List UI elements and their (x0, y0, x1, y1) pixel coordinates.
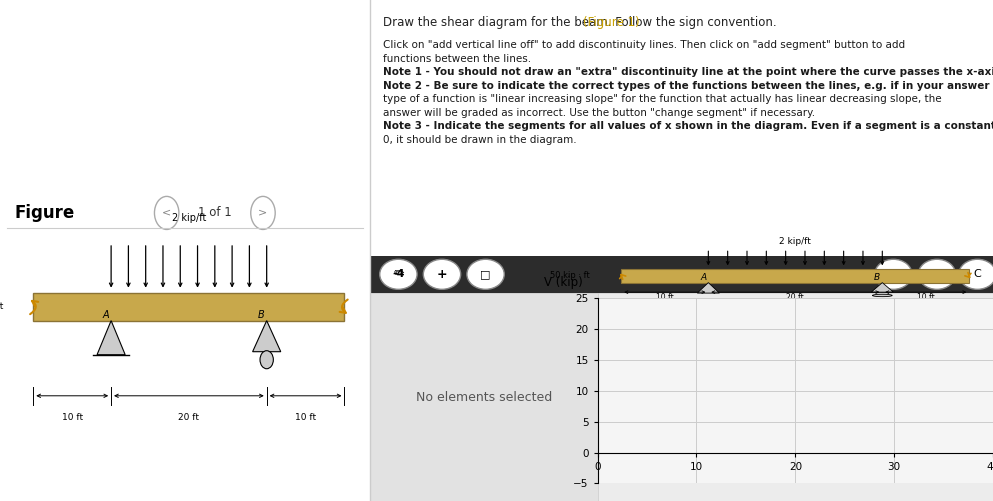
Circle shape (467, 260, 504, 290)
Circle shape (875, 260, 912, 290)
Circle shape (959, 260, 993, 290)
Text: ✏: ✏ (393, 268, 404, 281)
Text: No elements selected: No elements selected (416, 391, 552, 403)
Circle shape (423, 260, 461, 290)
Text: C: C (973, 270, 981, 279)
Text: 50 kip · ft: 50 kip · ft (550, 272, 590, 281)
Text: Click on "add vertical line off" to add discontinuity lines. Then click on "add : Click on "add vertical line off" to add … (383, 40, 905, 50)
FancyBboxPatch shape (622, 270, 969, 283)
Text: -4: -4 (392, 270, 405, 279)
Text: A: A (700, 273, 706, 282)
Text: 0, it should be drawn in the diagram.: 0, it should be drawn in the diagram. (383, 135, 577, 145)
Circle shape (379, 260, 417, 290)
Text: A: A (102, 310, 109, 320)
Polygon shape (97, 321, 125, 355)
Text: □: □ (481, 270, 491, 279)
Text: <: < (162, 208, 172, 218)
Text: 2 kip/ft: 2 kip/ft (780, 237, 811, 246)
Text: 2 kip/ft: 2 kip/ft (172, 213, 207, 223)
Text: 10 ft: 10 ft (295, 413, 316, 422)
Polygon shape (252, 321, 281, 352)
Text: Note 2 - Be sure to indicate the correct types of the functions between the line: Note 2 - Be sure to indicate the correct… (383, 81, 993, 91)
Text: 20 ft: 20 ft (786, 293, 804, 302)
Circle shape (260, 351, 273, 369)
Text: 10 ft: 10 ft (917, 293, 934, 302)
Text: 50 kip · ft: 50 kip · ft (0, 303, 3, 311)
Text: 50 kip · ft: 50 kip · ft (374, 303, 418, 311)
Text: 💡: 💡 (890, 270, 897, 279)
FancyBboxPatch shape (34, 293, 345, 321)
Text: (Figure 1): (Figure 1) (583, 16, 639, 29)
Text: 10 ft: 10 ft (62, 413, 82, 422)
Text: 20 ft: 20 ft (179, 413, 200, 422)
Text: B: B (874, 273, 881, 282)
Text: Draw the shear diagram for the beam. Follow the sign convention.: Draw the shear diagram for the beam. Fol… (383, 16, 780, 29)
Text: +: + (437, 268, 447, 281)
Polygon shape (697, 283, 719, 293)
Text: functions between the lines.: functions between the lines. (383, 54, 531, 64)
Text: >: > (258, 208, 267, 218)
Text: 1 of 1: 1 of 1 (198, 206, 231, 219)
Text: type of a function is "linear increasing slope" for the function that actually h: type of a function is "linear increasing… (383, 94, 941, 104)
Text: B: B (258, 310, 265, 320)
Text: ✓: ✓ (932, 270, 941, 279)
Polygon shape (871, 283, 894, 292)
Circle shape (919, 260, 955, 290)
Text: Figure: Figure (15, 204, 75, 222)
Text: Note 3 - Indicate the segments for all values of x shown in the diagram. Even if: Note 3 - Indicate the segments for all v… (383, 121, 993, 131)
FancyBboxPatch shape (370, 293, 993, 501)
Text: 10 ft: 10 ft (656, 293, 673, 302)
FancyBboxPatch shape (370, 293, 598, 501)
FancyBboxPatch shape (370, 256, 993, 293)
Text: answer will be graded as incorrect. Use the button "change segment" if necessary: answer will be graded as incorrect. Use … (383, 108, 815, 118)
Text: Note 1 - You should not draw an "extra" discontinuity line at the point where th: Note 1 - You should not draw an "extra" … (383, 67, 993, 77)
Circle shape (873, 294, 892, 297)
Text: V (kip): V (kip) (544, 276, 583, 289)
